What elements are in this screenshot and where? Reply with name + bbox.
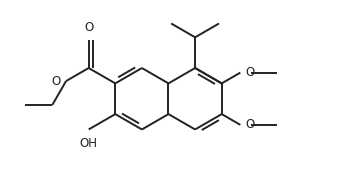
Text: O: O bbox=[84, 21, 93, 34]
Text: O: O bbox=[246, 66, 255, 79]
Text: O: O bbox=[51, 74, 61, 88]
Text: O: O bbox=[246, 118, 255, 131]
Text: OH: OH bbox=[80, 137, 98, 150]
